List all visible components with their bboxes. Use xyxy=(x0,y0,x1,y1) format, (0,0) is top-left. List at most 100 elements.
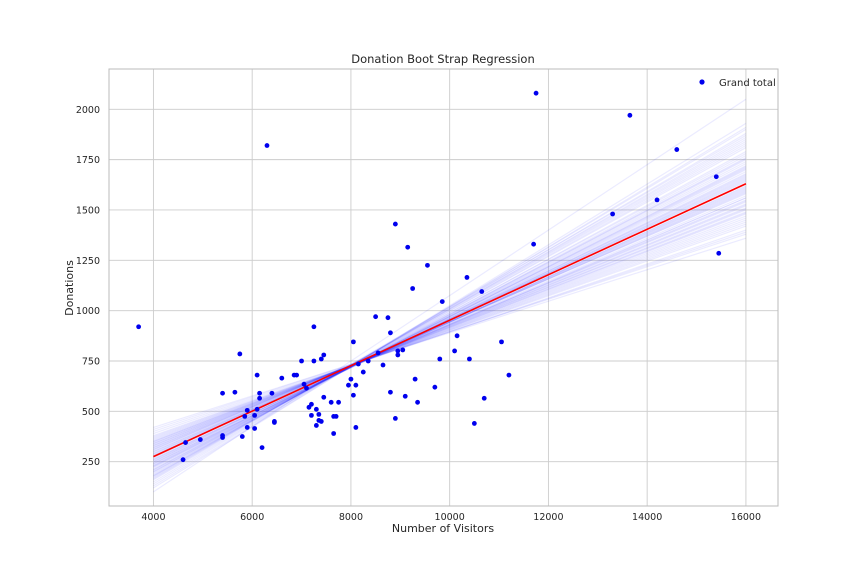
data-point xyxy=(197,437,203,442)
bootstrap-line xyxy=(153,151,747,475)
data-point xyxy=(237,351,243,357)
data-point xyxy=(410,286,416,291)
data-point xyxy=(350,392,356,398)
data-point xyxy=(355,361,361,367)
bootstrap-lines xyxy=(153,98,747,493)
data-point xyxy=(405,244,411,250)
bootstrap-line xyxy=(153,165,747,469)
data-point xyxy=(360,369,366,375)
data-point xyxy=(533,90,539,96)
data-point xyxy=(716,250,722,256)
bootstrap-line xyxy=(153,171,747,466)
data-point xyxy=(385,315,391,321)
data-point xyxy=(244,407,250,413)
data-point xyxy=(654,197,660,203)
data-point xyxy=(313,406,319,412)
bootstrap-line xyxy=(153,176,747,463)
bootstrap-line xyxy=(153,237,747,429)
data-point xyxy=(259,445,265,450)
regression-line xyxy=(153,183,747,458)
data-point xyxy=(257,390,262,396)
data-point xyxy=(183,440,188,445)
y-tick-labels: 250 500 750 1000 1250 1500 1750 2000 xyxy=(76,105,100,468)
bootstrap-line xyxy=(153,231,747,433)
data-point xyxy=(271,420,277,425)
data-point xyxy=(348,376,354,382)
bootstrap-line xyxy=(153,132,747,483)
bootstrap-line xyxy=(153,213,747,443)
bootstrap-line xyxy=(153,166,747,468)
y-tick-label: 2000 xyxy=(76,105,100,116)
data-point xyxy=(627,112,633,118)
grid-lines xyxy=(109,69,778,506)
bootstrap-line xyxy=(153,199,747,450)
data-point xyxy=(244,425,250,430)
x-tick-labels: 4000 6000 8000 10000 12000 14000 16000 xyxy=(141,512,761,523)
data-point xyxy=(331,431,337,436)
data-point xyxy=(279,375,285,381)
data-point xyxy=(301,381,307,387)
bootstrap-line xyxy=(153,209,747,445)
data-point xyxy=(309,412,314,418)
data-point xyxy=(254,406,260,412)
bootstrap-line xyxy=(153,217,747,441)
bootstrap-line xyxy=(153,128,747,485)
bootstrap-line xyxy=(153,173,747,465)
bootstrap-line xyxy=(153,167,747,467)
bootstrap-line xyxy=(153,138,747,479)
data-point xyxy=(136,324,142,330)
data-point xyxy=(328,399,334,405)
y-tick-label: 1750 xyxy=(76,155,100,166)
bootstrap-line xyxy=(153,225,747,437)
data-point xyxy=(412,376,418,382)
x-tick-label: 16000 xyxy=(731,512,761,523)
x-tick-label: 6000 xyxy=(240,512,264,523)
bootstrap-line xyxy=(153,197,747,453)
y-tick-label: 1250 xyxy=(76,256,100,267)
bootstrap-line xyxy=(153,169,747,468)
chart-title: Donation Boot Strap Regression xyxy=(351,52,534,66)
data-point xyxy=(467,356,472,362)
data-point xyxy=(454,333,460,339)
data-point xyxy=(336,399,341,405)
y-tick-label: 500 xyxy=(82,407,100,418)
bootstrap-line xyxy=(153,191,747,454)
data-point xyxy=(321,394,327,400)
data-point xyxy=(392,415,398,421)
data-point xyxy=(309,401,314,407)
data-point xyxy=(311,358,317,364)
bootstrap-line xyxy=(153,221,747,439)
data-point xyxy=(304,385,309,391)
bootstrap-line xyxy=(153,153,747,473)
data-point xyxy=(311,324,317,330)
data-point xyxy=(674,147,680,152)
x-tick-label: 12000 xyxy=(533,512,563,523)
legend-marker xyxy=(699,79,705,85)
bootstrap-line xyxy=(153,211,747,444)
bootstrap-line xyxy=(153,168,747,467)
data-point xyxy=(713,174,719,180)
bootstrap-line xyxy=(153,157,747,473)
data-point xyxy=(395,352,401,358)
bootstrap-line xyxy=(153,174,747,465)
data-point xyxy=(333,413,339,419)
bootstrap-line xyxy=(153,159,747,472)
plot-frame xyxy=(108,68,779,507)
bootstrap-line xyxy=(153,185,747,460)
data-point xyxy=(400,347,406,353)
data-point xyxy=(269,390,275,396)
bootstrap-line xyxy=(153,161,747,471)
bootstrap-line xyxy=(153,142,747,477)
bootstrap-line xyxy=(153,126,747,487)
plot-area xyxy=(109,69,778,506)
bootstrap-line xyxy=(153,140,747,478)
data-point xyxy=(452,348,458,354)
data-point xyxy=(481,395,487,401)
bootstrap-line xyxy=(153,147,747,476)
data-point xyxy=(252,426,258,431)
data-point xyxy=(610,211,616,217)
bootstrap-line xyxy=(153,98,747,493)
bootstrap-line xyxy=(153,200,747,449)
bootstrap-line xyxy=(153,197,747,451)
data-point xyxy=(395,348,401,354)
